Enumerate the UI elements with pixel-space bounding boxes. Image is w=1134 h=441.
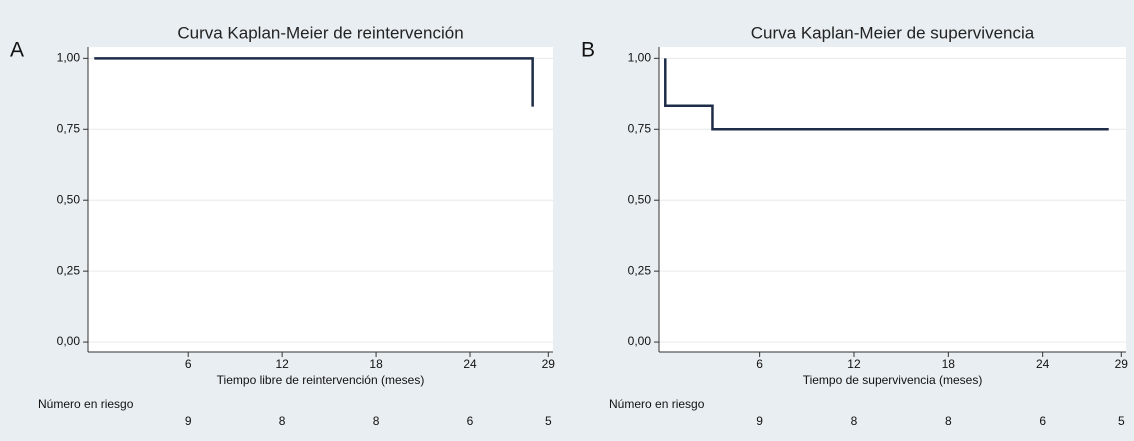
x-tick-label: 24: [1036, 357, 1050, 371]
at-risk-count: 5: [545, 414, 552, 428]
x-axis-label: Tiempo libre de reintervención (meses): [217, 373, 425, 387]
y-tick-label: 0,75: [57, 121, 81, 135]
y-tick-label: 0,50: [628, 192, 652, 206]
y-tick-label: 0,50: [57, 192, 81, 206]
at-risk-count: 6: [467, 414, 474, 428]
x-tick-label: 6: [185, 357, 192, 371]
at-risk-count: 9: [185, 414, 192, 428]
y-tick-label: 0,75: [628, 121, 652, 135]
x-tick-label: 29: [1115, 357, 1129, 371]
at-risk-count: 6: [1039, 414, 1046, 428]
at-risk-count: 8: [279, 414, 286, 428]
at-risk-count: 8: [851, 414, 858, 428]
at-risk-count: 9: [756, 414, 763, 428]
at-risk-count: 8: [373, 414, 380, 428]
at-risk-count: 8: [945, 414, 952, 428]
x-tick-label: 6: [756, 357, 763, 371]
x-tick-label: 12: [847, 357, 861, 371]
risk-label: Número en riesgo: [38, 397, 134, 411]
y-tick-label: 0,00: [57, 334, 81, 348]
y-tick-label: 0,00: [628, 334, 652, 348]
plot-area: [88, 47, 553, 352]
x-axis-label: Tiempo de supervivencia (meses): [803, 373, 983, 387]
km-curve: [94, 57, 534, 107]
chart-title: Curva Kaplan-Meier de reintervención: [177, 23, 463, 42]
y-tick-label: 1,00: [628, 51, 652, 65]
y-tick-label: 0,25: [628, 263, 652, 277]
panel-label: A: [10, 39, 24, 62]
panel-label: B: [581, 39, 595, 62]
km-curve: [664, 58, 1109, 131]
x-tick-label: 29: [542, 357, 556, 371]
risk-label: Número en riesgo: [609, 397, 705, 411]
x-tick-label: 24: [463, 357, 477, 371]
y-tick-label: 1,00: [57, 51, 81, 65]
plot-area: [659, 47, 1126, 352]
y-tick-label: 0,25: [57, 263, 81, 277]
x-tick-label: 18: [369, 357, 383, 371]
chart-title: Curva Kaplan-Meier de supervivencia: [751, 23, 1035, 42]
x-tick-label: 12: [275, 357, 289, 371]
x-tick-label: 18: [942, 357, 956, 371]
at-risk-count: 5: [1118, 414, 1125, 428]
